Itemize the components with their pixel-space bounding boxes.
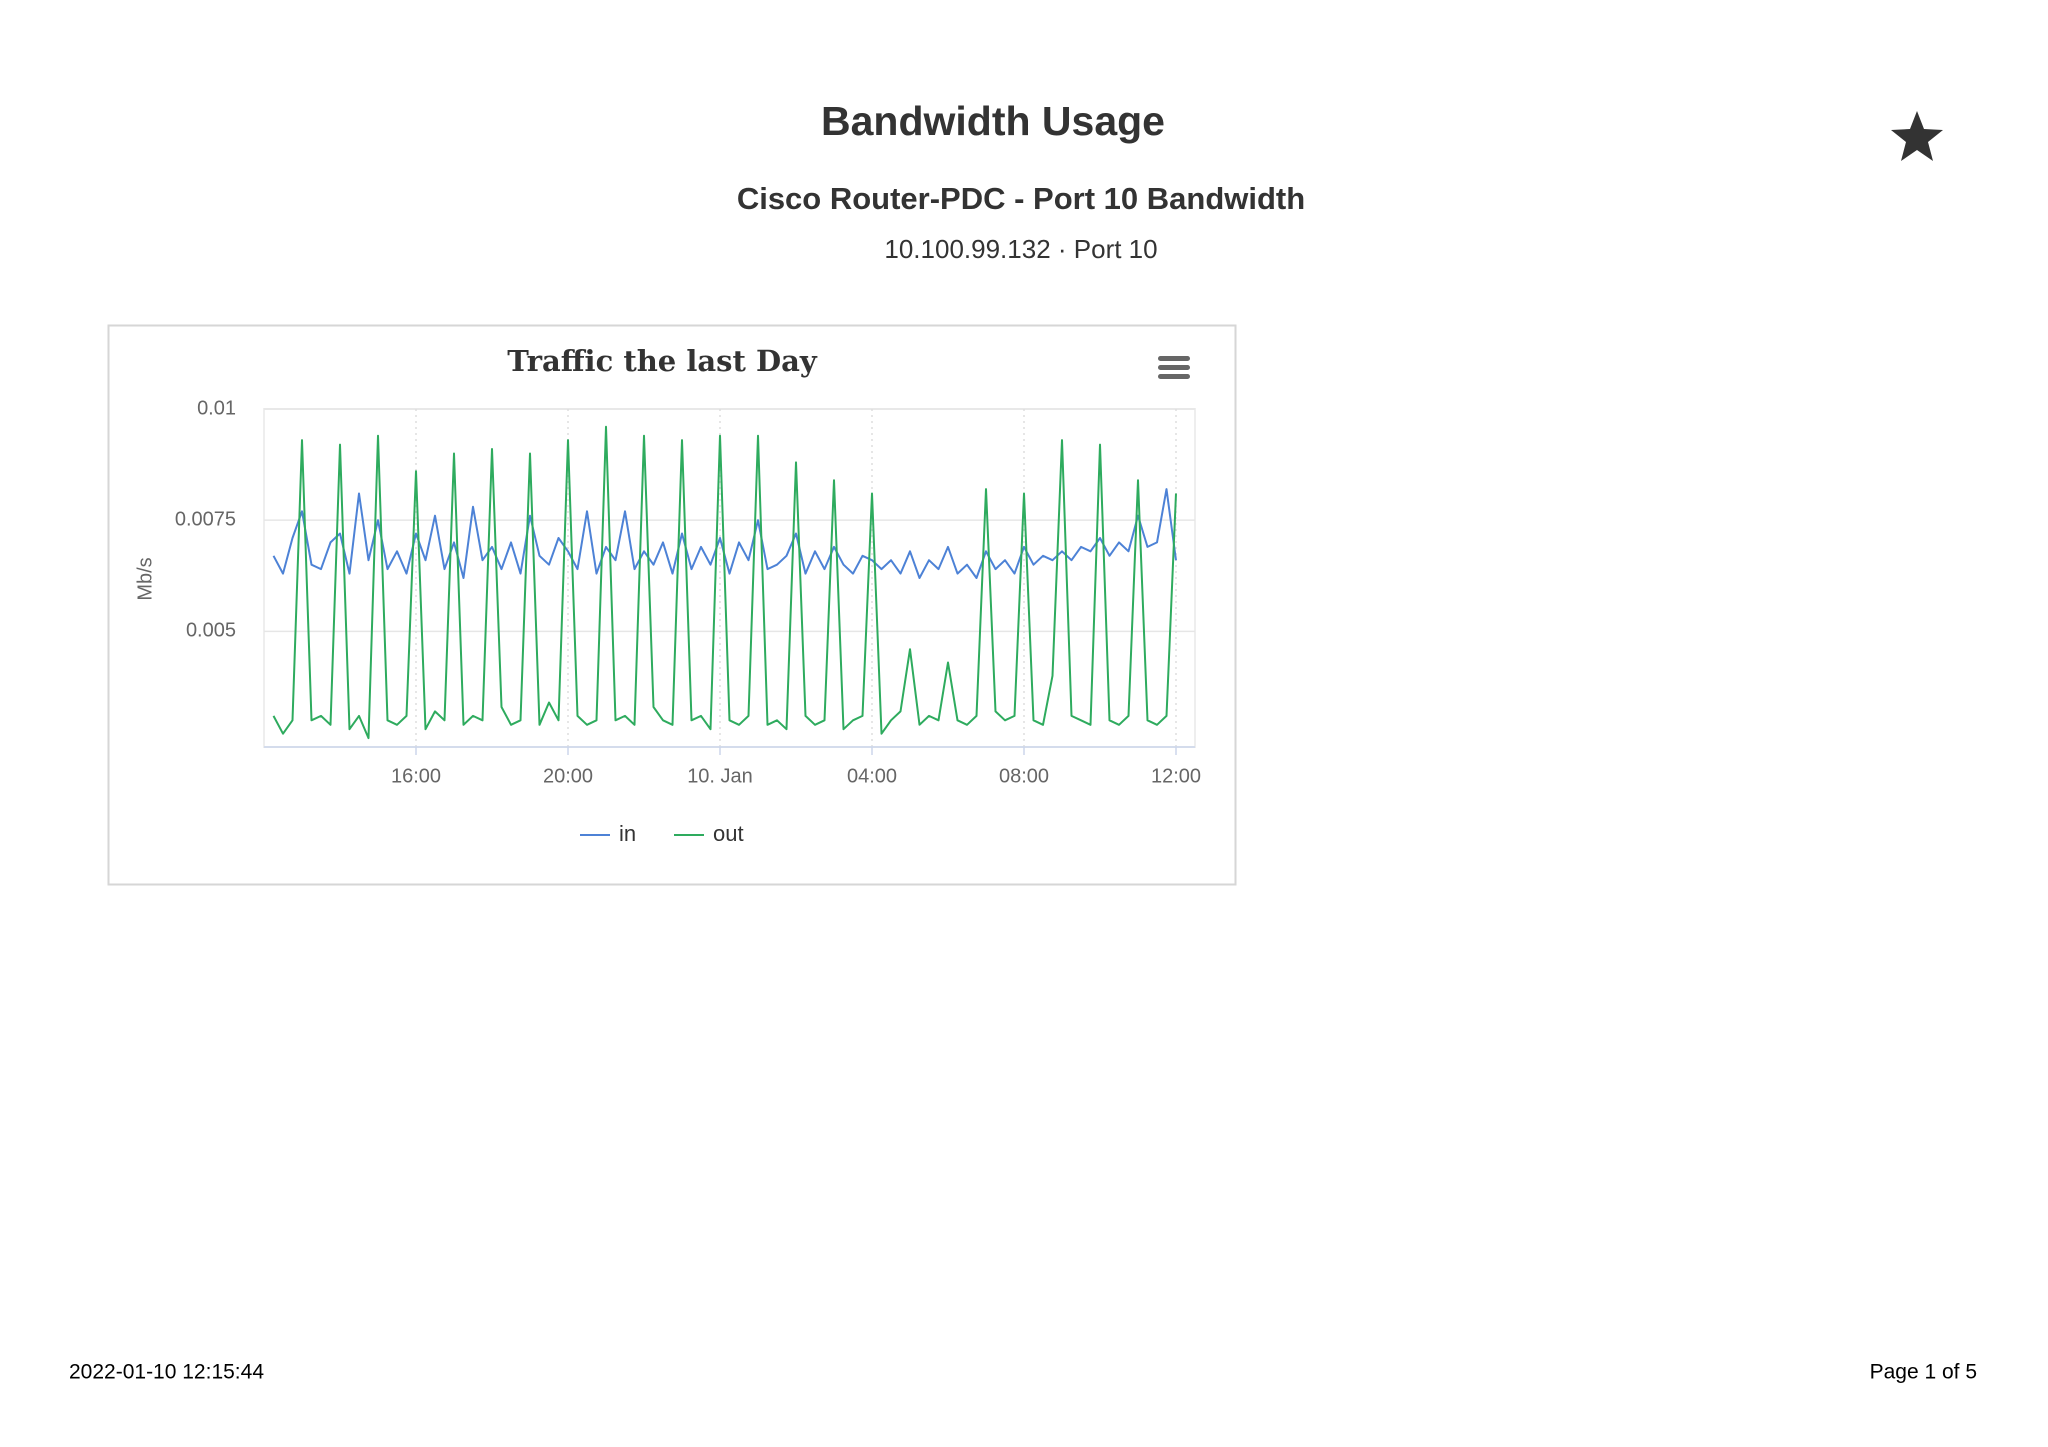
x-tick-label: 10. Jan xyxy=(687,765,753,787)
x-tick-label: 12:00 xyxy=(1151,765,1201,787)
y-tick-label: 0.0075 xyxy=(175,508,236,530)
footer-page: Page 1 of 5 xyxy=(1870,1361,1977,1384)
footer-timestamp: 2022-01-10 12:15:44 xyxy=(69,1361,264,1384)
x-tick-label: 04:00 xyxy=(847,765,897,787)
x-tick-label: 16:00 xyxy=(391,765,441,787)
chart-title: Traffic the last Day xyxy=(507,344,818,378)
menu-bar xyxy=(1158,374,1190,379)
detail: 10.100.99.132 · Port 10 xyxy=(884,234,1157,264)
x-tick-label: 20:00 xyxy=(543,765,593,787)
menu-bar xyxy=(1158,365,1190,370)
favorite-star[interactable] xyxy=(1891,111,1943,161)
chart-menu[interactable] xyxy=(1158,356,1190,379)
y-tick-label: 0.01 xyxy=(197,397,236,419)
x-tick-label: 08:00 xyxy=(999,765,1049,787)
y-tick-label: 0.005 xyxy=(186,620,236,642)
y-axis-label: Mb/s xyxy=(134,557,156,600)
legend-label: out xyxy=(713,821,744,846)
page-title: Bandwidth Usage xyxy=(821,98,1165,144)
legend-label: in xyxy=(619,821,636,846)
menu-bar xyxy=(1158,356,1190,361)
series-line xyxy=(272,425,1177,740)
subtitle: Cisco Router-PDC - Port 10 Bandwidth xyxy=(737,181,1305,216)
